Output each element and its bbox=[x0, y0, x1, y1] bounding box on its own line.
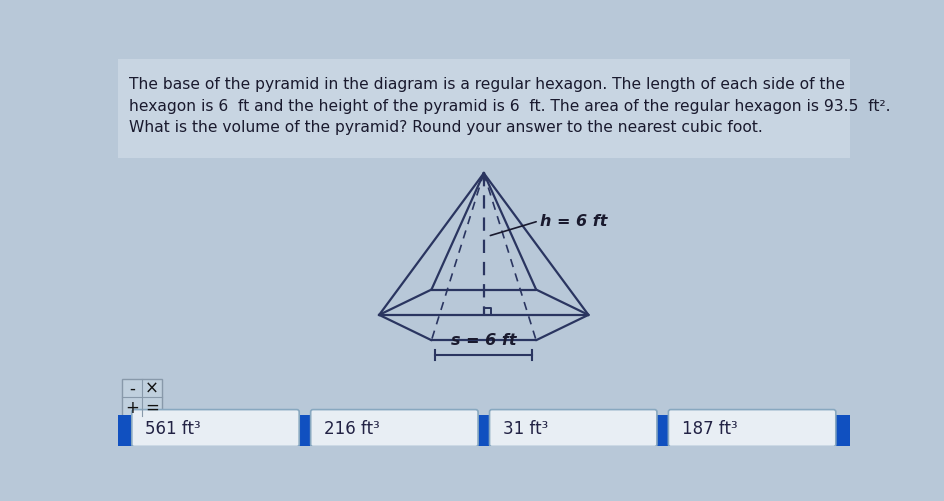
Text: 31 ft³: 31 ft³ bbox=[503, 419, 548, 437]
Text: s = 6 ft: s = 6 ft bbox=[451, 333, 516, 348]
Text: hexagon is 6  ft and the height of the pyramid is 6  ft. The area of the regular: hexagon is 6 ft and the height of the py… bbox=[128, 99, 890, 114]
Text: 216 ft³: 216 ft³ bbox=[324, 419, 379, 437]
FancyBboxPatch shape bbox=[311, 410, 478, 447]
Text: What is the volume of the pyramid? Round your answer to the nearest cubic foot.: What is the volume of the pyramid? Round… bbox=[128, 120, 763, 135]
Text: 561 ft³: 561 ft³ bbox=[145, 419, 200, 437]
FancyBboxPatch shape bbox=[122, 379, 162, 416]
Text: =: = bbox=[145, 398, 159, 416]
Text: h = 6 ft: h = 6 ft bbox=[540, 214, 608, 229]
FancyBboxPatch shape bbox=[490, 410, 657, 447]
Text: 187 ft³: 187 ft³ bbox=[682, 419, 737, 437]
Bar bbox=[118, 415, 850, 446]
Text: +: + bbox=[125, 398, 139, 416]
Text: The base of the pyramid in the diagram is a regular hexagon. The length of each : The base of the pyramid in the diagram i… bbox=[128, 77, 845, 92]
FancyBboxPatch shape bbox=[668, 410, 835, 447]
FancyBboxPatch shape bbox=[132, 410, 299, 447]
Text: -: - bbox=[129, 379, 135, 397]
Text: ×: × bbox=[145, 379, 159, 397]
Bar bbox=[118, 60, 850, 158]
